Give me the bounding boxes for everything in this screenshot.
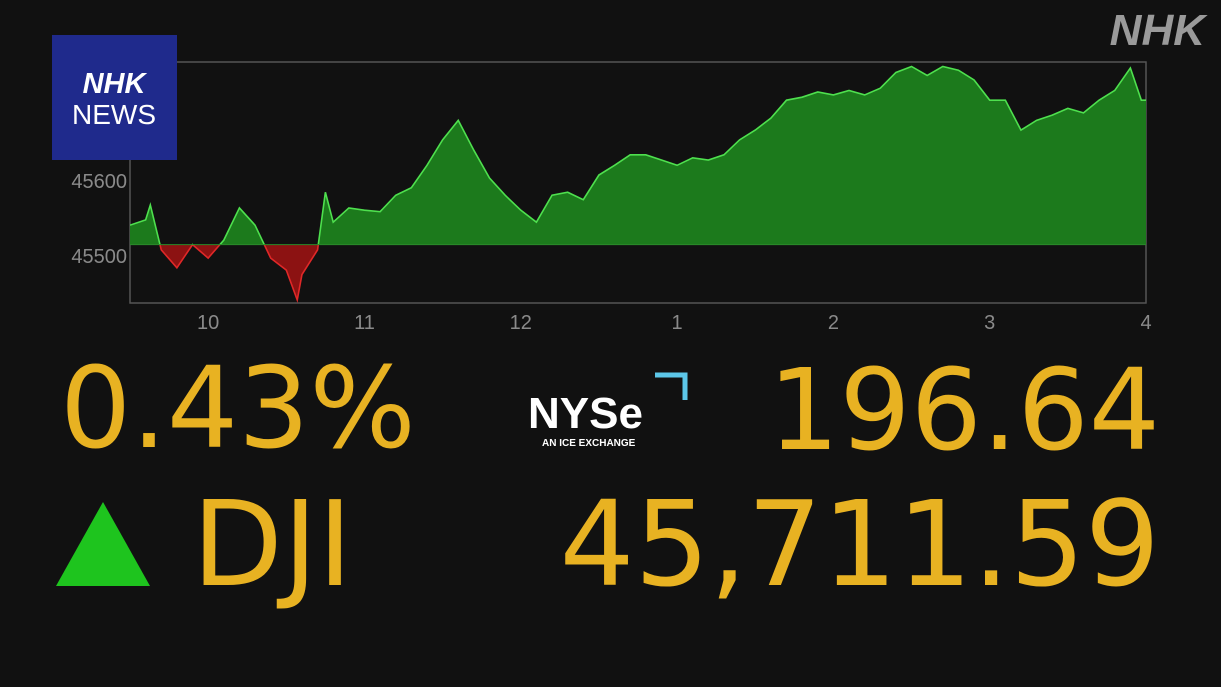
x-tick-label: 4 <box>1140 312 1151 334</box>
channel-logo: NHK <box>1110 6 1209 55</box>
exchange-tagline: AN ICE EXCHANGE <box>542 438 636 449</box>
x-tick-label: 2 <box>828 312 839 334</box>
change-percent: 0.43% <box>60 344 416 474</box>
x-tick-label: 3 <box>984 312 995 334</box>
price: 45,711.59 <box>559 475 1160 613</box>
news-badge <box>52 35 177 160</box>
x-tick-label: 1 <box>672 312 683 334</box>
x-tick-label: 10 <box>197 312 219 334</box>
area-down <box>159 244 319 301</box>
up-arrow <box>56 502 150 586</box>
x-tick-label: 11 <box>354 312 375 334</box>
line-up <box>130 65 1146 245</box>
exchange-logo-corner <box>655 372 688 400</box>
y-tick-label: 45600 <box>71 171 127 193</box>
line-down <box>159 244 320 304</box>
badge-line1: NHK <box>83 68 148 100</box>
badge-line2: NEWS <box>72 99 156 130</box>
y-tick-label: 45500 <box>71 246 127 268</box>
change: 196.64 <box>768 346 1160 476</box>
x-tick-label: 12 <box>510 312 532 334</box>
symbol: DJI <box>192 475 352 613</box>
exchange-logo: NYSe <box>528 389 643 438</box>
